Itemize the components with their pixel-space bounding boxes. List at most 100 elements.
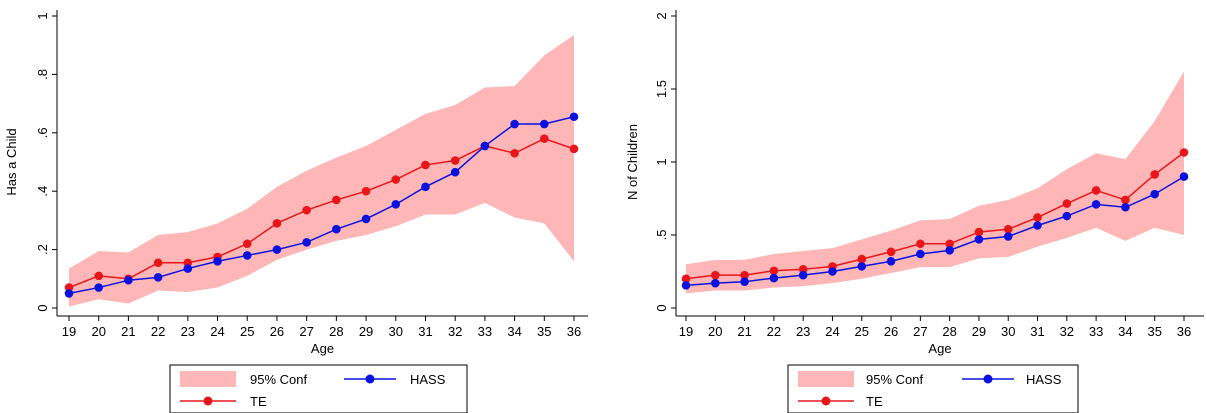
hass-point	[213, 256, 222, 266]
x-tick-label: 21	[121, 324, 135, 339]
y-tick-label: 1	[654, 158, 669, 165]
te-point	[539, 134, 549, 143]
y-axis-title: N of Children	[625, 124, 640, 200]
te-point	[361, 186, 371, 196]
legend-marker-te	[203, 396, 213, 406]
te-series-line	[685, 151, 1185, 280]
te-point	[153, 258, 163, 268]
te-point	[1150, 170, 1160, 179]
has-child-chart: 0 .2 .4 .6 .8 1 19 20 21 22 23 24 25 26 27 28 29 30 31 32 33…	[4, 10, 588, 413]
x-tick-label: 36	[567, 324, 581, 339]
hass-point	[510, 119, 519, 129]
te-series-line	[68, 137, 575, 289]
confidence-band	[686, 71, 1184, 294]
te-point	[916, 239, 925, 249]
axes: 0 .5 1 1.5 2 19 20 21 22 23 24 25 26 27 28 29 30 31 32 33 34…	[654, 10, 1204, 339]
legend-marker-hass	[983, 374, 993, 384]
te-point	[1091, 186, 1101, 195]
hass-point	[945, 246, 954, 255]
te-point	[1003, 224, 1013, 234]
te-point	[857, 254, 867, 264]
hass-point	[857, 262, 867, 271]
x-tick-label: 31	[418, 324, 432, 339]
hass-point	[94, 283, 104, 292]
te-point	[681, 274, 691, 284]
x-tick-label: 25	[855, 324, 869, 339]
hass-point	[1033, 221, 1042, 230]
x-tick-label: 36	[1177, 324, 1191, 339]
hass-point	[124, 275, 133, 285]
te-point	[421, 160, 430, 170]
x-tick-label: 22	[767, 324, 781, 339]
hass-point	[480, 141, 490, 151]
confidence-band	[69, 34, 574, 307]
te-point	[886, 247, 896, 257]
hass-point	[391, 200, 401, 209]
hass-point	[153, 273, 163, 282]
te-point	[974, 227, 984, 237]
legend-marker-hass	[365, 374, 375, 384]
x-tick-label: 32	[1060, 324, 1074, 339]
hass-point	[828, 267, 837, 276]
y-tick-label: 0	[654, 304, 669, 311]
hass-point	[974, 235, 984, 244]
legend-label-hass: HASS	[410, 372, 446, 387]
hass-point	[1150, 189, 1160, 199]
y-tick-label: .6	[35, 127, 50, 138]
hass-point	[421, 182, 430, 192]
y-axis-title: Has a Child	[4, 128, 19, 195]
te-point	[391, 175, 401, 184]
x-tick-label: 23	[181, 324, 195, 339]
te-point	[94, 271, 104, 281]
x-tick-label: 28	[942, 324, 956, 339]
te-point	[769, 266, 779, 276]
hass-points	[64, 112, 579, 298]
y-tick-label: 1.5	[654, 80, 669, 98]
hass-point	[183, 264, 193, 273]
hass-point	[1179, 172, 1189, 181]
te-point	[242, 239, 252, 249]
x-tick-label: 26	[270, 324, 284, 339]
hass-point	[916, 249, 925, 259]
hass-point	[740, 277, 749, 287]
hass-series-line	[68, 116, 575, 295]
y-tick-label: 1	[35, 12, 50, 19]
hass-point	[1003, 232, 1013, 241]
y-tick-label: .2	[35, 244, 50, 255]
hass-point	[710, 278, 720, 288]
legend: 95% Conf HASS TE	[787, 364, 1079, 413]
te-points	[64, 134, 579, 292]
y-tick-label: .5	[654, 230, 669, 241]
x-tick-label: 24	[825, 324, 839, 339]
x-tick-label: 23	[796, 324, 810, 339]
legend-label-te: TE	[866, 394, 883, 409]
x-tick-label: 21	[737, 324, 751, 339]
x-tick-label: 27	[299, 324, 313, 339]
hass-point	[798, 270, 808, 280]
x-tick-label: 27	[913, 324, 927, 339]
te-point	[450, 156, 460, 165]
x-tick-label: 29	[972, 324, 986, 339]
n-children-chart: 0 .5 1 1.5 2 19 20 21 22 23 24 25 26 27 28 29 30 31 32 33 34…	[625, 10, 1204, 413]
y-tick-label: .4	[35, 186, 50, 197]
te-point	[510, 148, 519, 158]
legend-label-ci: 95% Conf	[250, 372, 307, 387]
x-tick-label: 33	[1089, 324, 1103, 339]
hass-point	[1091, 200, 1101, 209]
te-point	[1033, 213, 1042, 222]
x-tick-label: 34	[507, 324, 521, 339]
hass-point	[886, 256, 896, 266]
y-tick-label: .8	[35, 69, 50, 80]
axes: 0 .2 .4 .6 .8 1 19 20 21 22 23 24 25 26 27 28 29 30 31 32 33…	[35, 10, 588, 339]
te-point	[569, 144, 579, 154]
x-tick-label: 20	[708, 324, 722, 339]
legend-swatch-ci	[798, 371, 854, 387]
y-tick-label: 0	[35, 304, 50, 311]
x-tick-label: 35	[1147, 324, 1161, 339]
x-tick-label: 32	[448, 324, 462, 339]
hass-point	[242, 251, 252, 260]
hass-points	[681, 172, 1189, 290]
x-tick-label: 25	[240, 324, 254, 339]
x-tick-label: 19	[679, 324, 693, 339]
